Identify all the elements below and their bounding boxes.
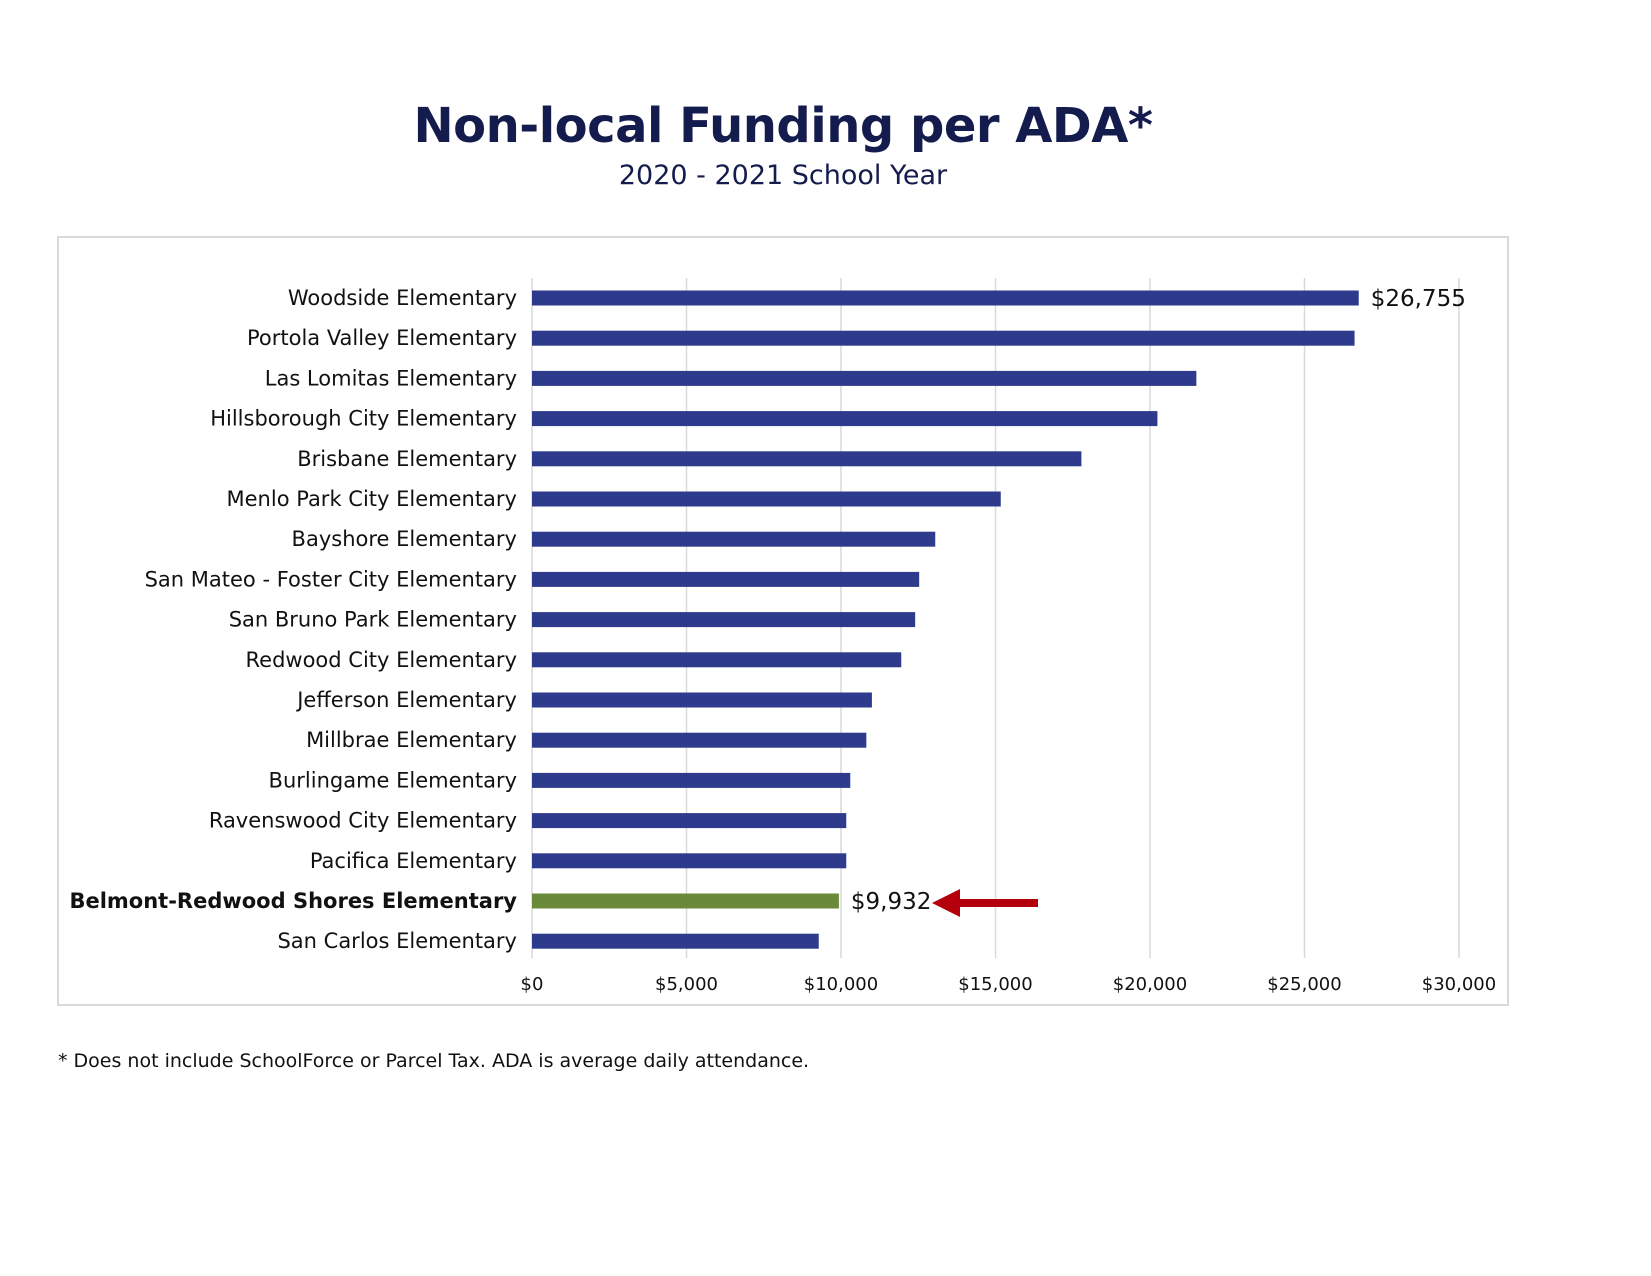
category-label: Bayshore Elementary xyxy=(292,527,517,551)
bar xyxy=(532,290,1359,306)
category-label: Jefferson Elementary xyxy=(295,688,517,712)
category-label: Burlingame Elementary xyxy=(269,768,517,792)
bar xyxy=(532,330,1355,346)
x-tick-label: $20,000 xyxy=(1113,974,1187,995)
category-label: Portola Valley Elementary xyxy=(247,326,517,350)
bar xyxy=(532,813,847,829)
bars xyxy=(532,290,1359,949)
bar xyxy=(532,652,902,668)
footnote: * Does not include SchoolForce or Parcel… xyxy=(58,1050,810,1072)
bar xyxy=(532,692,872,708)
annotations xyxy=(932,889,1038,917)
category-label: San Carlos Elementary xyxy=(277,929,517,953)
category-label: Menlo Park City Elementary xyxy=(227,487,517,511)
bar xyxy=(532,571,920,587)
bar xyxy=(532,531,936,547)
category-label: Belmont-Redwood Shores Elementary xyxy=(69,889,517,913)
category-label: Millbrae Elementary xyxy=(306,728,517,752)
bar xyxy=(532,853,847,869)
bar xyxy=(532,732,867,748)
x-tick-label: $0 xyxy=(521,974,544,995)
data-labels: $26,755 $9,932 xyxy=(851,286,1466,915)
category-label: Pacifica Elementary xyxy=(310,849,517,873)
bar xyxy=(532,491,1001,507)
data-label: $9,932 xyxy=(851,889,931,915)
x-tick-labels: $0 $5,000 $10,000 $15,000 $20,000 $25,000 $30,… xyxy=(521,974,1497,995)
bar xyxy=(532,411,1158,427)
bar xyxy=(532,772,851,788)
chart-subtitle: 2020 - 2021 School Year xyxy=(618,160,948,191)
bar xyxy=(532,451,1082,467)
category-label: Ravenswood City Elementary xyxy=(209,809,517,833)
arrow-head-icon xyxy=(932,889,960,917)
category-label: Woodside Elementary xyxy=(288,286,517,310)
x-tick-label: $30,000 xyxy=(1422,974,1496,995)
category-labels: Woodside Elementary Portola Valley Elemen… xyxy=(69,286,517,953)
chart-title: Non-local Funding per ADA* xyxy=(413,98,1153,154)
bar xyxy=(532,370,1197,386)
category-label: San Bruno Park Elementary xyxy=(229,608,517,632)
category-label: San Mateo - Foster City Elementary xyxy=(145,567,517,591)
category-label: Brisbane Elementary xyxy=(297,447,517,471)
x-tick-label: $5,000 xyxy=(655,974,718,995)
chart-frame xyxy=(57,236,1509,1006)
bar xyxy=(532,933,819,949)
x-tick-label: $25,000 xyxy=(1267,974,1341,995)
category-label: Redwood City Elementary xyxy=(246,648,517,672)
category-label: Hillsborough City Elementary xyxy=(210,407,517,431)
x-tick-label: $15,000 xyxy=(958,974,1032,995)
x-tick-label: $10,000 xyxy=(804,974,878,995)
bar xyxy=(532,612,916,628)
data-label: $26,755 xyxy=(1371,286,1466,312)
category-label: Las Lomitas Elementary xyxy=(265,366,517,390)
bar-highlight xyxy=(532,893,839,909)
